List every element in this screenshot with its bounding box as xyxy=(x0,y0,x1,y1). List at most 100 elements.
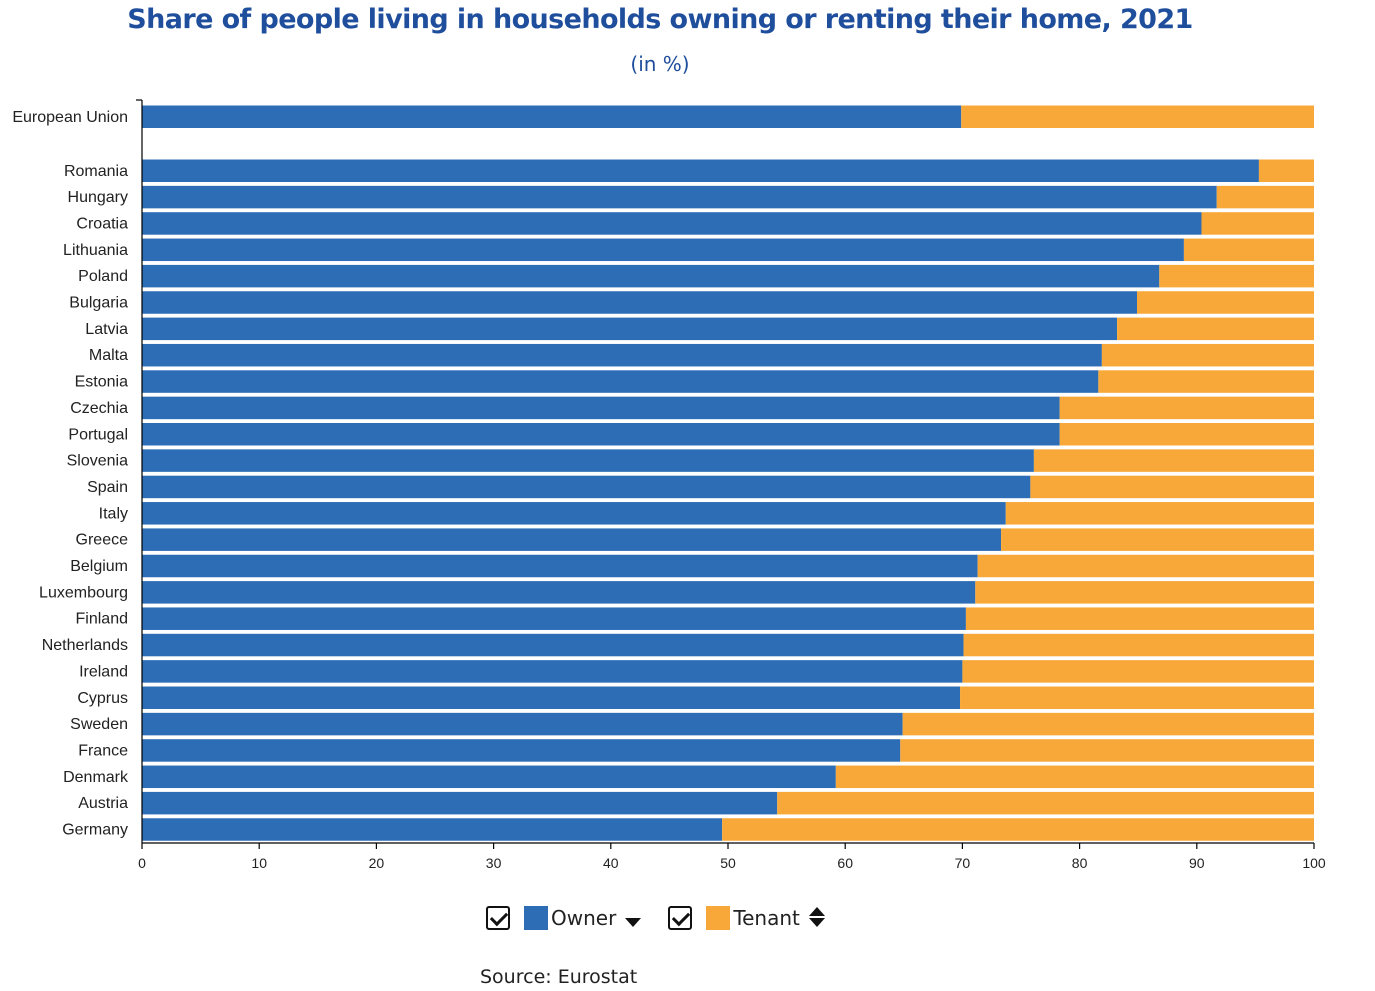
tenant-checkbox-icon[interactable] xyxy=(668,906,693,930)
bar-tenant-european-union[interactable] xyxy=(961,105,1314,129)
bar-tenant-netherlands[interactable] xyxy=(963,633,1314,657)
bar-tenant-france[interactable] xyxy=(900,739,1314,762)
bar-tenant-croatia[interactable] xyxy=(1201,212,1314,235)
category-label-belgium: Belgium xyxy=(70,558,128,575)
bar-owner-germany[interactable] xyxy=(142,818,723,841)
bar-owner-hungary[interactable] xyxy=(142,185,1217,209)
bar-owner-portugal[interactable] xyxy=(142,423,1060,446)
bar-owner-slovenia[interactable] xyxy=(142,449,1034,472)
bar-owner-malta[interactable] xyxy=(142,343,1102,367)
x-tick-label-80: 80 xyxy=(1072,855,1088,871)
bar-owner-belgium[interactable] xyxy=(142,554,978,578)
bar-owner-sweden[interactable] xyxy=(142,712,903,736)
bar-owner-european-union[interactable] xyxy=(142,105,962,129)
category-label-cyprus: Cyprus xyxy=(77,690,128,707)
legend: Owner Tenant xyxy=(486,902,852,934)
category-label-romania: Romania xyxy=(64,163,128,180)
bar-tenant-czechia[interactable] xyxy=(1059,396,1314,420)
category-label-ireland: Ireland xyxy=(79,663,128,680)
bar-owner-poland[interactable] xyxy=(142,264,1160,288)
bar-tenant-belgium[interactable] xyxy=(977,554,1314,578)
bar-owner-denmark[interactable] xyxy=(142,765,836,789)
category-label-estonia: Estonia xyxy=(75,374,128,391)
bar-owner-spain[interactable] xyxy=(142,475,1031,499)
bar-tenant-estonia[interactable] xyxy=(1098,370,1314,393)
sort-descending-icon[interactable] xyxy=(624,906,642,930)
bar-owner-latvia[interactable] xyxy=(142,317,1118,341)
bar-tenant-denmark[interactable] xyxy=(835,765,1314,789)
bar-owner-luxembourg[interactable] xyxy=(142,581,976,604)
bar-tenant-greece[interactable] xyxy=(1001,528,1314,551)
category-label-sweden: Sweden xyxy=(70,716,128,733)
category-label-poland: Poland xyxy=(78,268,128,285)
sort-toggle-icon[interactable] xyxy=(808,906,826,930)
category-label-italy: Italy xyxy=(99,505,128,522)
bar-owner-estonia[interactable] xyxy=(142,370,1099,393)
category-label-latvia: Latvia xyxy=(85,321,128,338)
category-label-luxembourg: Luxembourg xyxy=(39,584,128,601)
category-label-netherlands: Netherlands xyxy=(42,637,128,654)
bar-owner-ireland[interactable] xyxy=(142,660,963,683)
bar-tenant-portugal[interactable] xyxy=(1059,423,1314,446)
bar-tenant-italy[interactable] xyxy=(1005,502,1314,525)
bar-tenant-germany[interactable] xyxy=(722,818,1314,841)
bar-owner-france[interactable] xyxy=(142,739,901,762)
category-label-greece: Greece xyxy=(76,532,129,549)
x-tick-label-70: 70 xyxy=(955,855,971,871)
bar-tenant-bulgaria[interactable] xyxy=(1137,291,1314,314)
bar-owner-italy[interactable] xyxy=(142,502,1006,525)
legend-item-owner[interactable]: Owner xyxy=(486,906,642,930)
x-tick-label-100: 100 xyxy=(1302,855,1326,871)
x-tick-label-90: 90 xyxy=(1189,855,1205,871)
bar-owner-cyprus[interactable] xyxy=(142,686,961,710)
category-label-bulgaria: Bulgaria xyxy=(69,295,128,312)
bar-tenant-luxembourg[interactable] xyxy=(975,581,1314,604)
bar-tenant-austria[interactable] xyxy=(777,791,1314,815)
category-label-malta: Malta xyxy=(89,347,128,364)
x-tick-label-30: 30 xyxy=(486,855,502,871)
bar-tenant-romania[interactable] xyxy=(1258,159,1314,183)
bar-owner-romania[interactable] xyxy=(142,159,1259,183)
chart-subtitle: (in %) xyxy=(630,52,690,76)
x-tick-label-10: 10 xyxy=(251,855,267,871)
x-tick-label-60: 60 xyxy=(837,855,853,871)
category-label-germany: Germany xyxy=(62,822,128,839)
legend-item-tenant[interactable]: Tenant xyxy=(668,906,826,930)
category-label-france: France xyxy=(78,742,128,759)
owner-checkbox-icon[interactable] xyxy=(486,906,510,930)
bar-owner-bulgaria[interactable] xyxy=(142,291,1138,314)
bar-owner-netherlands[interactable] xyxy=(142,633,964,657)
bar-tenant-slovenia[interactable] xyxy=(1033,449,1314,472)
bar-owner-lithuania[interactable] xyxy=(142,238,1184,262)
tenant-legend-label: Tenant xyxy=(733,906,800,930)
category-label-finland: Finland xyxy=(76,611,128,628)
bar-tenant-ireland[interactable] xyxy=(962,660,1314,683)
bar-owner-czechia[interactable] xyxy=(142,396,1060,420)
owner-swatch xyxy=(524,906,548,930)
bar-tenant-sweden[interactable] xyxy=(902,712,1314,736)
bar-owner-greece[interactable] xyxy=(142,528,1002,551)
x-tick-label-0: 0 xyxy=(138,855,146,871)
bar-tenant-finland[interactable] xyxy=(965,607,1314,630)
x-tick-label-50: 50 xyxy=(720,855,736,871)
category-label-croatia: Croatia xyxy=(76,215,128,232)
bar-tenant-cyprus[interactable] xyxy=(960,686,1314,710)
category-label-hungary: Hungary xyxy=(68,189,128,206)
category-label-czechia: Czechia xyxy=(70,400,128,417)
chart-title: Share of people living in households own… xyxy=(127,4,1193,35)
category-label-spain: Spain xyxy=(87,479,128,496)
bar-tenant-hungary[interactable] xyxy=(1216,185,1314,209)
bar-tenant-latvia[interactable] xyxy=(1117,317,1314,341)
bar-owner-finland[interactable] xyxy=(142,607,966,630)
bar-tenant-malta[interactable] xyxy=(1101,343,1314,367)
tenant-swatch xyxy=(706,906,731,930)
category-label-lithuania: Lithuania xyxy=(63,242,128,259)
bar-tenant-lithuania[interactable] xyxy=(1183,238,1314,262)
bar-tenant-poland[interactable] xyxy=(1159,264,1314,288)
x-tick-label-40: 40 xyxy=(603,855,619,871)
category-label-european-union: European Union xyxy=(12,109,128,126)
bar-tenant-spain[interactable] xyxy=(1030,475,1314,499)
bar-owner-croatia[interactable] xyxy=(142,212,1202,235)
category-label-portugal: Portugal xyxy=(68,426,128,443)
bar-owner-austria[interactable] xyxy=(142,791,778,815)
